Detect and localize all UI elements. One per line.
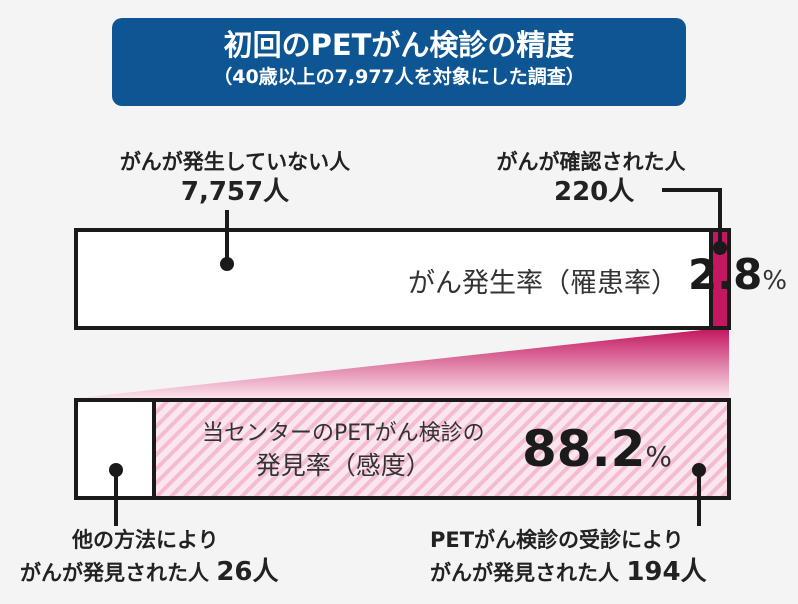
no-cancer-text: がんが発生していない人 — [119, 150, 351, 174]
detection-rate-label-line1: 当センターのPETがん検診の — [202, 421, 485, 446]
bar-bottom-segment-pet — [152, 398, 731, 500]
cancer-confirmed-label: がんが確認された人 220人 — [478, 146, 704, 208]
chart-subtitle: （40歳以上の7,977人を対象にした調査） — [213, 66, 585, 88]
dot-cancer-confirmed — [713, 241, 727, 255]
title-banner: 初回のPETがん検診の精度 （40歳以上の7,977人を対象にした調査） — [112, 18, 686, 106]
incidence-rate-value: 2.8% — [688, 250, 787, 299]
funnel-connector — [78, 329, 729, 398]
chart-title: 初回のPETがん検診の精度 — [223, 28, 575, 62]
cancer-confirmed-text: がんが確認された人 — [496, 150, 686, 174]
dot-no-cancer — [220, 257, 234, 271]
other-method-line1: 他の方法により — [72, 528, 219, 552]
no-cancer-count: 7,757人 — [180, 177, 290, 207]
pet-detected-count: 194人 — [626, 557, 707, 587]
leader-cancer-confirmed — [662, 188, 722, 246]
incidence-rate-label: がん発生率（罹患率） — [408, 268, 678, 299]
detection-rate-label-line2: 発見率（感度） — [255, 451, 431, 480]
incidence-rate-number: 2.8 — [688, 250, 763, 299]
pet-detected-label: PETがん検診の受診により がんが発見された人 194人 — [430, 525, 780, 590]
detection-rate-number: 88.2 — [522, 420, 646, 478]
detection-rate-value: 88.2% — [522, 420, 672, 478]
other-method-count: 26人 — [216, 557, 279, 587]
incidence-rate-unit: % — [762, 266, 788, 296]
dot-other-method — [109, 463, 123, 477]
pet-detected-line1: PETがん検診の受診により — [430, 528, 684, 552]
dot-pet — [692, 463, 706, 477]
no-cancer-label: がんが発生していない人 7,757人 — [100, 146, 370, 208]
detection-rate-unit: % — [645, 440, 672, 473]
other-method-line2: がんが発見された人 — [20, 561, 209, 585]
other-method-label: 他の方法により がんが発見された人 26人 — [20, 525, 340, 590]
detection-rate-label: 当センターのPETがん検診の 発見率（感度） — [202, 418, 485, 482]
cancer-confirmed-count: 220人 — [554, 177, 635, 207]
pet-detected-line2: がんが発見された人 — [430, 561, 619, 585]
